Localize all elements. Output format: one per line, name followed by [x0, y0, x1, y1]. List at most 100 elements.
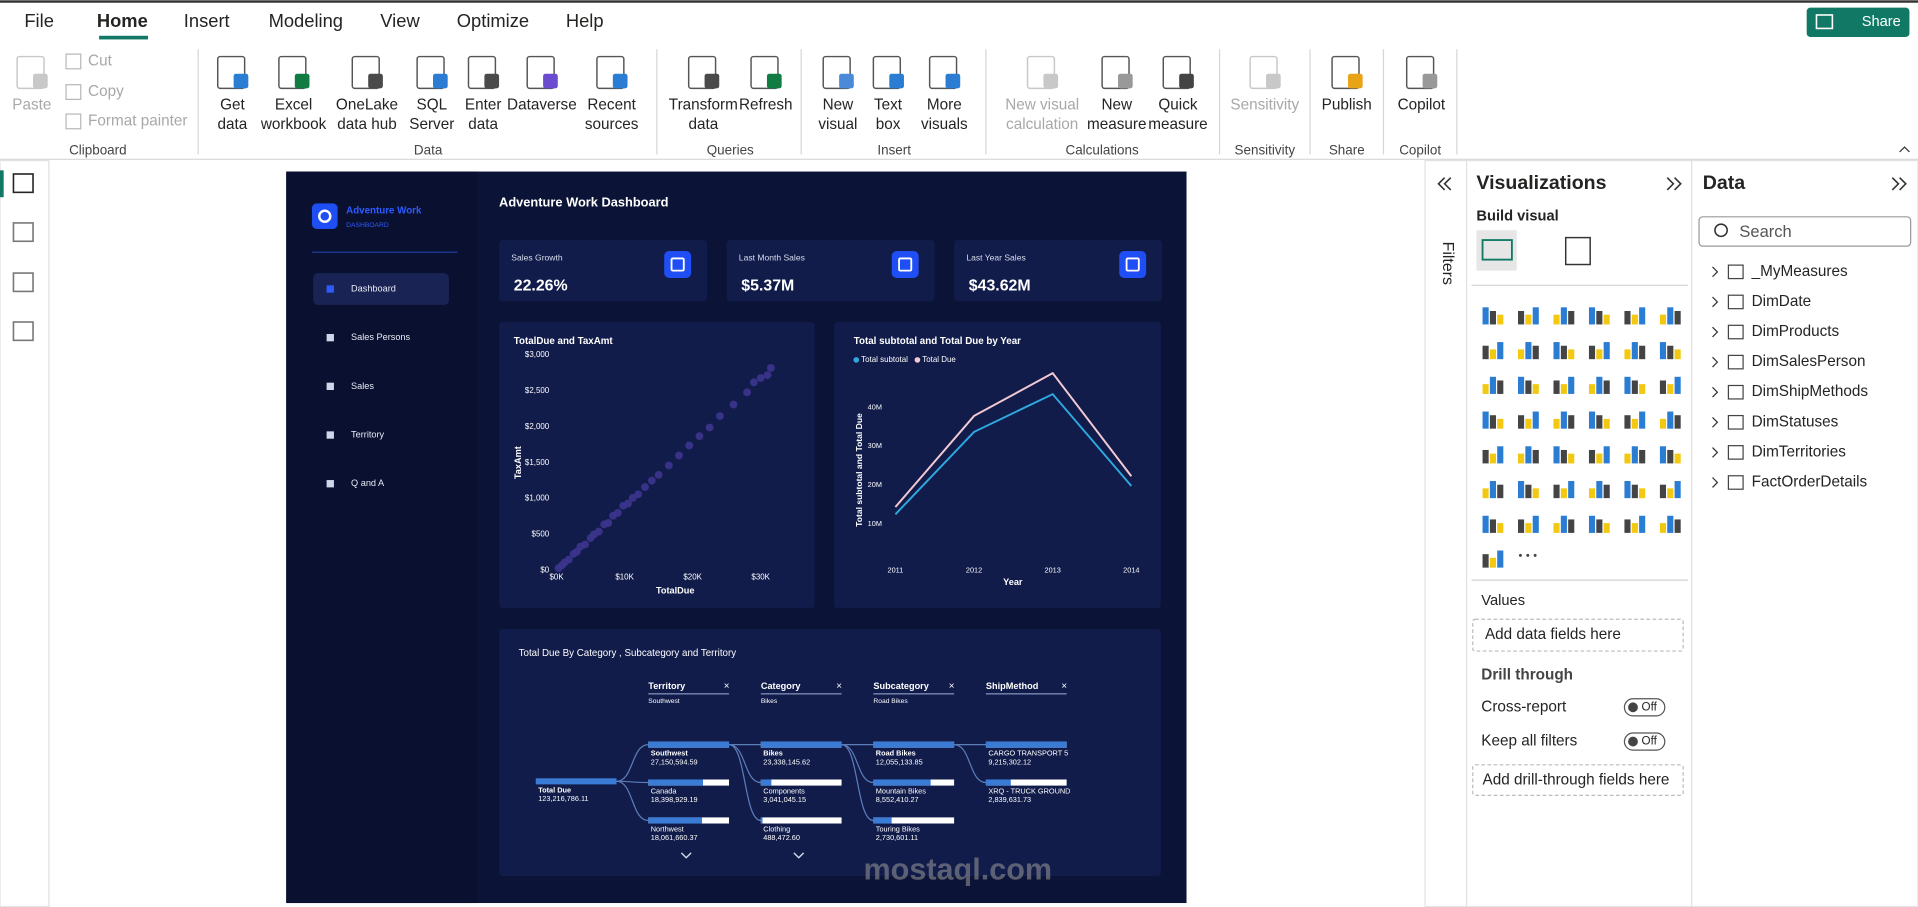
visual-icon[interactable]: [1603, 446, 1610, 464]
visual-icon[interactable]: [1525, 380, 1532, 394]
visual-icon[interactable]: [1624, 519, 1631, 533]
expand-chevron[interactable]: [1712, 416, 1719, 428]
view-icon[interactable]: [12, 321, 34, 342]
ribbon-button[interactable]: Transform: [669, 97, 738, 114]
ribbon-button[interactable]: workbook: [260, 116, 327, 133]
ribbon-button[interactable]: Sensitivity: [1230, 97, 1299, 114]
table-name[interactable]: _MyMeasures: [1751, 263, 1848, 280]
visual-icon[interactable]: [1624, 349, 1631, 360]
visual-icon[interactable]: [1518, 310, 1525, 325]
tree-bar[interactable]: [760, 817, 763, 824]
tree-bar[interactable]: [985, 741, 1067, 748]
visual-icon[interactable]: [1489, 453, 1496, 464]
visual-icon[interactable]: [1560, 488, 1567, 499]
expand-chevron[interactable]: [1712, 386, 1719, 398]
visual-icon[interactable]: [1497, 314, 1504, 325]
ribbon-button[interactable]: data: [218, 116, 248, 133]
visual-icon[interactable]: [1553, 418, 1560, 429]
visual-icon[interactable]: [1568, 376, 1575, 394]
visual-icon[interactable]: [1639, 411, 1646, 429]
filters-label[interactable]: Filters: [1439, 242, 1456, 285]
ribbon-button[interactable]: New visual: [1005, 97, 1079, 114]
table-name[interactable]: DimTerritories: [1752, 443, 1847, 460]
visual-icon[interactable]: [1631, 523, 1638, 533]
visual-icon[interactable]: [1588, 307, 1596, 325]
visual-icon[interactable]: [1553, 523, 1560, 533]
visual-icon[interactable]: [1553, 484, 1560, 499]
visual-icon[interactable]: [1482, 411, 1489, 429]
ribbon-button[interactable]: measure: [1087, 116, 1146, 133]
visual-icon[interactable]: [1588, 488, 1596, 499]
menu-tab[interactable]: Insert: [184, 10, 230, 31]
visual-icon[interactable]: [1659, 523, 1667, 533]
visual-icon[interactable]: [1596, 519, 1603, 533]
visual-icon[interactable]: [1482, 345, 1489, 360]
visual-icon[interactable]: [1674, 415, 1681, 429]
visual-icon[interactable]: [1482, 384, 1489, 394]
ribbon-button[interactable]: Dataverse: [507, 97, 577, 114]
ribbon-button[interactable]: Excel: [275, 97, 312, 114]
table-name[interactable]: DimSalesPerson: [1752, 353, 1866, 370]
visual-icon[interactable]: [1497, 550, 1504, 568]
visual-icon[interactable]: [1624, 376, 1631, 394]
view-icon[interactable]: [12, 173, 34, 194]
visual-icon[interactable]: [1560, 411, 1567, 429]
visual-icon[interactable]: [1659, 314, 1667, 325]
expand-chevron[interactable]: [1712, 266, 1719, 278]
drop-well[interactable]: [1472, 764, 1684, 797]
visual-icon[interactable]: [1489, 519, 1496, 533]
visual-icon[interactable]: [1667, 345, 1674, 360]
ribbon-button[interactable]: sources: [585, 116, 639, 133]
visual-icon[interactable]: [1667, 488, 1674, 499]
visual-icon[interactable]: [1482, 515, 1489, 533]
visual-icon[interactable]: [1518, 376, 1525, 394]
visual-icon[interactable]: [1667, 449, 1674, 464]
visual-icon[interactable]: [1518, 481, 1525, 499]
tree-header-close[interactable]: ×: [1061, 681, 1067, 692]
tree-bar[interactable]: [648, 779, 704, 786]
visual-icon[interactable]: [1497, 342, 1504, 360]
visual-icon[interactable]: [1568, 310, 1575, 325]
visual-icon[interactable]: [1631, 446, 1638, 464]
visual-icon[interactable]: [1631, 314, 1638, 325]
visual-icon[interactable]: [1482, 307, 1489, 325]
visual-icon[interactable]: [1624, 310, 1631, 325]
visual-icon[interactable]: [1532, 488, 1539, 499]
visual-icon[interactable]: [1631, 484, 1638, 499]
visual-icon[interactable]: [1532, 515, 1539, 533]
visual-icon[interactable]: [1497, 418, 1504, 429]
view-icon[interactable]: [12, 272, 34, 293]
tree-expand[interactable]: [680, 852, 692, 859]
tree-header-close[interactable]: ×: [836, 681, 842, 692]
visual-icon[interactable]: [1518, 453, 1525, 464]
nav-item[interactable]: Q and A: [351, 478, 385, 488]
ribbon-button[interactable]: data: [468, 116, 498, 133]
tree-bar[interactable]: [648, 817, 703, 824]
visual-icon[interactable]: [1532, 449, 1539, 464]
ribbon-button[interactable]: Quick: [1158, 97, 1197, 114]
visual-icon[interactable]: [1588, 345, 1596, 360]
visual-icon[interactable]: [1489, 310, 1496, 325]
visual-icon[interactable]: [1588, 449, 1596, 464]
ribbon-button[interactable]: Text: [874, 97, 903, 114]
tree-expand[interactable]: [793, 852, 805, 859]
visual-icon[interactable]: [1674, 376, 1681, 394]
visual-icon[interactable]: [1639, 515, 1646, 533]
visual-icon[interactable]: [1518, 519, 1525, 533]
ribbon-button[interactable]: New: [823, 97, 855, 114]
visual-icon[interactable]: [1659, 380, 1667, 394]
visual-icon[interactable]: [1674, 519, 1681, 533]
nav-item[interactable]: Sales: [351, 381, 374, 391]
expand-chevron[interactable]: [1712, 326, 1719, 338]
visual-icon[interactable]: [1568, 519, 1575, 533]
expand-chevron[interactable]: [1712, 447, 1719, 458]
ribbon-button[interactable]: Copy: [88, 83, 124, 100]
nav-item[interactable]: Territory: [351, 429, 384, 439]
visual-icon[interactable]: [1624, 415, 1631, 429]
visual-icon[interactable]: [1568, 415, 1575, 429]
ribbon-button[interactable]: Get: [220, 97, 245, 114]
visual-icon[interactable]: [1674, 481, 1681, 499]
visual-icon[interactable]: [1553, 314, 1560, 325]
visual-icon[interactable]: [1525, 342, 1532, 360]
ribbon-button[interactable]: Publish: [1322, 97, 1372, 114]
